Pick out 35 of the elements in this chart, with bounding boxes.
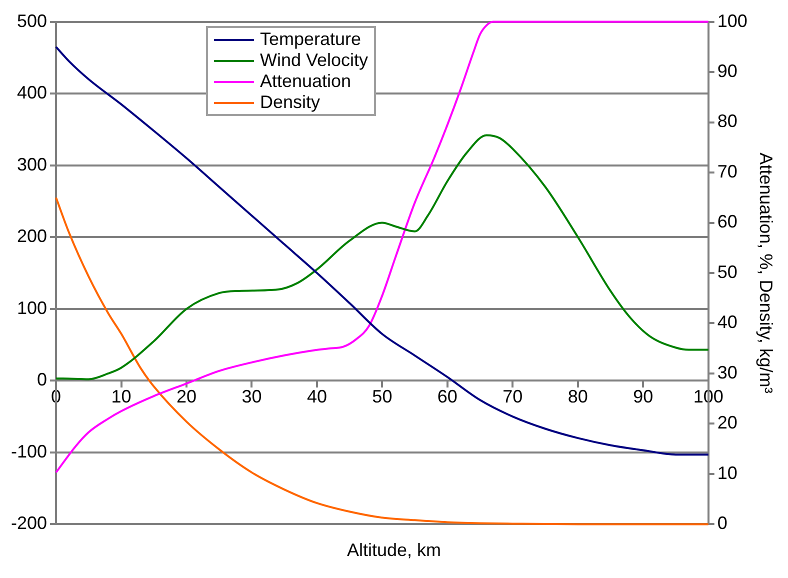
y-tick-label: -200 xyxy=(10,513,48,534)
y2-tick-label: 80 xyxy=(717,111,738,132)
y2-tick-label: 20 xyxy=(717,412,738,433)
x-axis-title: Altitude, km xyxy=(346,540,442,561)
x-tick-label: 50 xyxy=(372,386,392,406)
legend-label: Temperature xyxy=(260,29,362,50)
legend-label: Attenuation xyxy=(260,71,352,92)
y-tick-label: -100 xyxy=(10,441,48,462)
x-tick-label: 90 xyxy=(633,386,654,406)
legend-label: Density xyxy=(260,92,320,113)
y-tick-label: 0 xyxy=(37,370,48,390)
y2-tick-label: 0 xyxy=(717,513,728,534)
y2-axis-title: Attenuation, %, Density, kg/m³ xyxy=(756,152,776,394)
y2-tick-label: 70 xyxy=(717,161,738,182)
x-tick-label: 40 xyxy=(306,386,327,406)
y-tick-label: 300 xyxy=(16,154,48,174)
y-tick-label: 500 xyxy=(16,10,48,31)
x-tick-label: 20 xyxy=(176,386,197,406)
x-tick-label: 100 xyxy=(693,386,724,406)
y-tick-label: 100 xyxy=(16,298,48,318)
x-tick-label: 70 xyxy=(502,386,523,406)
x-tick-label: 10 xyxy=(111,386,132,406)
y-tick-label: 200 xyxy=(16,226,48,246)
y2-tick-label: 40 xyxy=(717,312,738,332)
x-tick-label: 60 xyxy=(437,386,458,406)
y-tick-label: 400 xyxy=(16,82,48,103)
y2-tick-label: 60 xyxy=(717,212,738,232)
y2-tick-label: 50 xyxy=(717,262,738,282)
y2-tick-label: 90 xyxy=(717,61,738,82)
legend-label: Wind Velocity xyxy=(260,50,368,71)
y2-tick-label: 100 xyxy=(717,10,748,31)
y2-tick-label: 30 xyxy=(717,362,738,382)
x-tick-label: 80 xyxy=(568,386,588,406)
x-tick-label: 30 xyxy=(242,386,262,406)
y2-tick-label: 10 xyxy=(717,462,738,483)
